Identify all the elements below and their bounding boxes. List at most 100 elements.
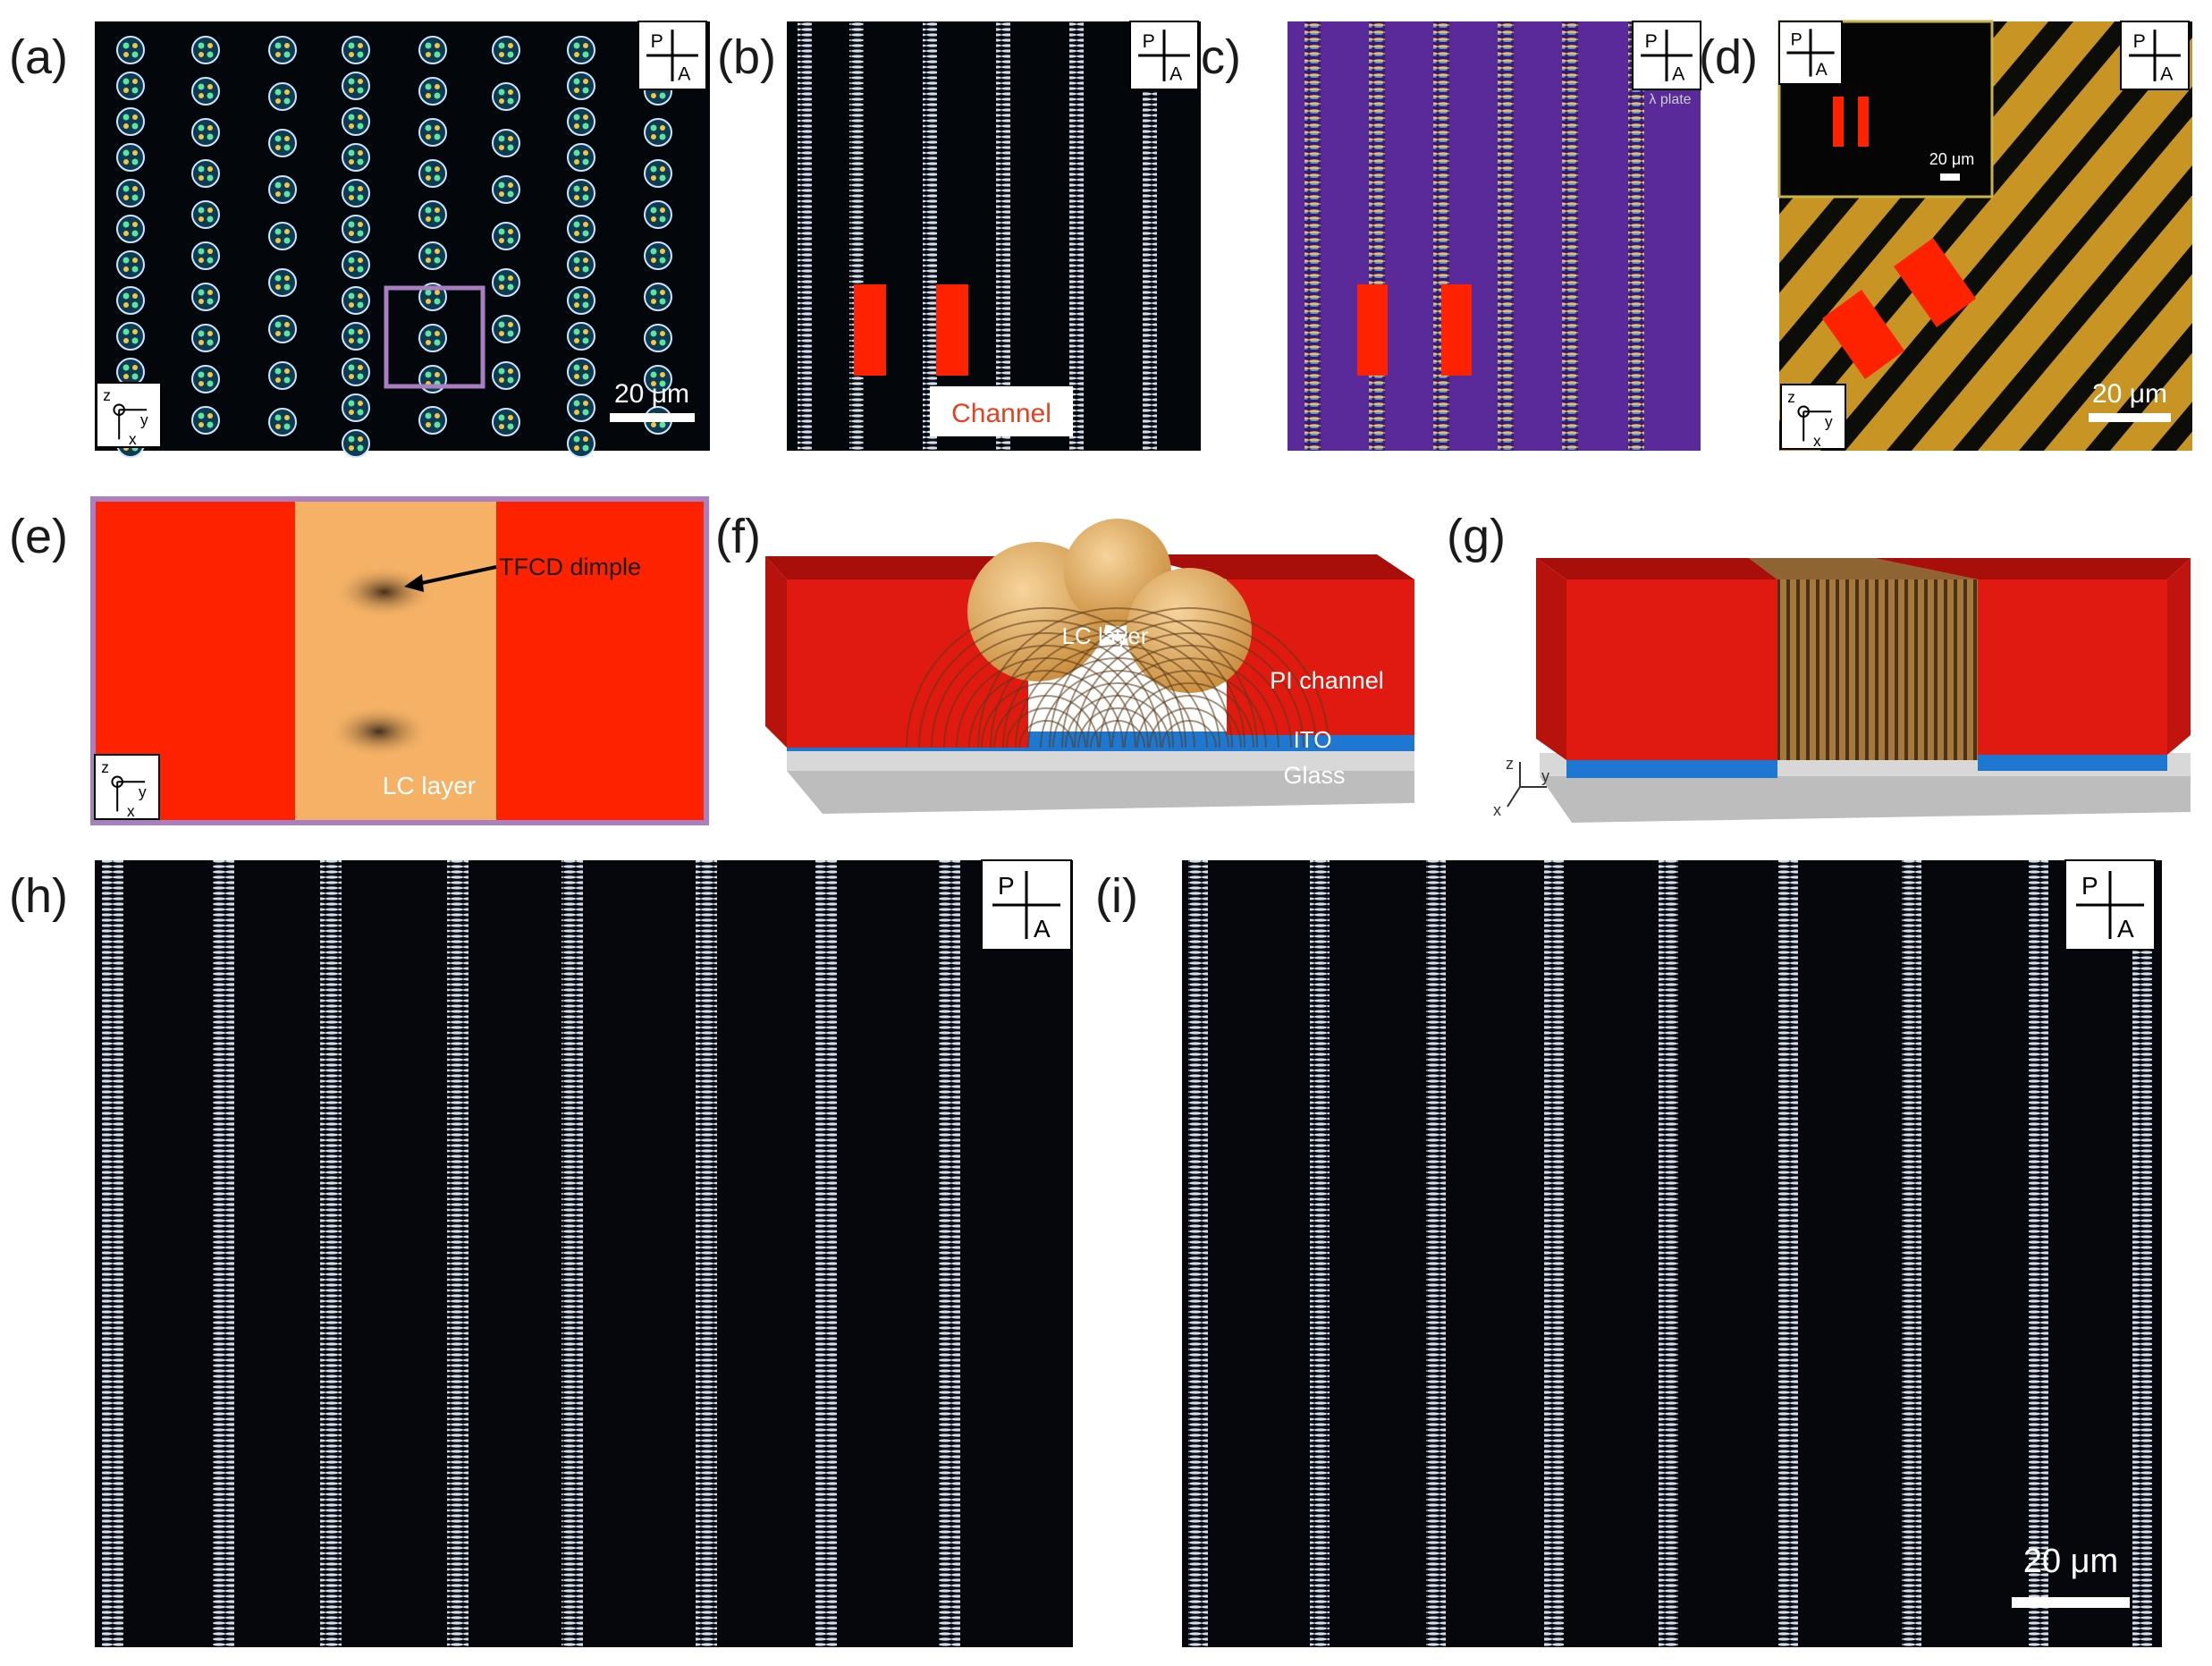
- channel-label-box: [930, 386, 1073, 436]
- tfcd-domain: [567, 215, 595, 243]
- domain-lobe: [122, 257, 130, 264]
- domain-lobe: [425, 83, 432, 90]
- domain-lobe: [650, 371, 657, 378]
- fringe-stripe: [1433, 21, 1449, 451]
- tfcd-domain: [268, 175, 297, 204]
- domain-lobe: [425, 412, 432, 419]
- domain-lobe: [131, 87, 139, 94]
- domain-ring: [191, 241, 220, 270]
- tfcd-domain: [492, 222, 520, 250]
- channel-marker: [1441, 284, 1472, 376]
- tfcd-domain: [191, 365, 220, 393]
- domain-lobe: [198, 258, 204, 263]
- tfcd-domain: [492, 268, 520, 297]
- tfcd-domain: [342, 107, 370, 136]
- axis-triad-icon: z yx: [96, 382, 162, 448]
- analyzer-a: A: [1672, 63, 1685, 84]
- tfcd-domain: [567, 107, 595, 136]
- fringe-stripe: [1069, 21, 1084, 451]
- domain-lobe: [349, 266, 354, 272]
- axis-z: z: [101, 758, 109, 776]
- domain-lobe: [508, 229, 513, 234]
- domain-lobe: [132, 258, 138, 263]
- domain-lobe: [498, 42, 505, 49]
- domain-lobe: [358, 79, 363, 84]
- domain-lobe: [198, 93, 204, 98]
- domain-lobe: [207, 257, 214, 264]
- axis-x: x: [1813, 432, 1821, 450]
- domain-lobe: [207, 421, 214, 428]
- domain-lobe: [435, 331, 440, 336]
- tfcd-domain: [191, 324, 220, 352]
- domain-lobe: [358, 293, 363, 299]
- domain-ring: [342, 107, 370, 136]
- domain-lobe: [284, 322, 290, 327]
- domain-lobe: [207, 125, 213, 131]
- domain-lobe: [574, 231, 579, 236]
- domain-lobe: [348, 400, 355, 407]
- domain-lobe: [574, 374, 579, 379]
- domain-lobe: [508, 415, 513, 420]
- domain-ring: [644, 365, 672, 393]
- focal-arc: [1049, 607, 1330, 748]
- tfcd-domain: [191, 77, 220, 106]
- domain-lobe: [349, 88, 354, 93]
- domain-lobe: [435, 372, 440, 377]
- fringe-stripe: [102, 860, 123, 1647]
- panel-label-b: (b): [717, 30, 776, 84]
- axis-y: y: [140, 411, 148, 429]
- domain-lobe: [659, 92, 666, 99]
- pi-channel-label: PI channel: [1270, 667, 1384, 694]
- fringe-stripe: [849, 21, 864, 451]
- domain-lobe: [651, 381, 656, 386]
- panel-e: TFCD dimple LC layer: [90, 496, 709, 825]
- fringe-stripe: [1426, 860, 1446, 1647]
- domain-ring: [342, 215, 370, 243]
- fringe-stripe: [1188, 860, 1208, 1647]
- domain-lobe: [651, 299, 656, 304]
- domain-lobe: [498, 182, 505, 189]
- domain-lobe: [348, 221, 355, 228]
- domain-lobe: [348, 292, 355, 300]
- domain-ring: [191, 77, 220, 106]
- domain-lobe: [660, 125, 665, 131]
- tfcd-domain: [644, 283, 672, 311]
- domain-lobe: [198, 381, 204, 386]
- domain-lobe: [435, 125, 440, 131]
- focal-arc: [1027, 657, 1208, 748]
- fringe-stripe: [1498, 21, 1514, 451]
- tfcd-domain: [116, 250, 145, 279]
- domain-lobe: [122, 149, 130, 156]
- domain-lobe: [122, 364, 130, 371]
- glass-layer: [787, 771, 1414, 814]
- domain-lobe: [275, 98, 281, 104]
- domain-lobe: [426, 340, 431, 345]
- channel-marker: [936, 284, 968, 376]
- icon-frame: [94, 754, 160, 820]
- domain-lobe: [582, 409, 589, 416]
- domain-lobe: [348, 42, 355, 49]
- domain-lobe: [583, 365, 588, 370]
- channel-marker: [1357, 284, 1388, 376]
- domain-lobe: [573, 436, 580, 443]
- tfcd-domain: [342, 36, 370, 64]
- domain-lobe: [650, 165, 657, 173]
- focal-arc: [1090, 720, 1145, 748]
- focal-arc: [990, 620, 1245, 748]
- domain-lobe: [348, 328, 355, 335]
- domain-lobe: [583, 329, 588, 334]
- domain-lobe: [207, 51, 214, 58]
- domain-lobe: [358, 329, 363, 334]
- tfcd-domain: [342, 322, 370, 351]
- domain-lobe: [198, 165, 205, 173]
- domain-lobe: [284, 136, 290, 141]
- domain-lobe: [358, 114, 363, 120]
- fringe-stripe: [923, 21, 937, 451]
- gold-stripe: [2110, 352, 2192, 451]
- domain-ring: [567, 143, 595, 172]
- tfcd-domain: [342, 250, 370, 279]
- tfcd-domain: [268, 361, 297, 390]
- domain-lobe: [499, 145, 504, 150]
- focal-arc: [931, 632, 1161, 748]
